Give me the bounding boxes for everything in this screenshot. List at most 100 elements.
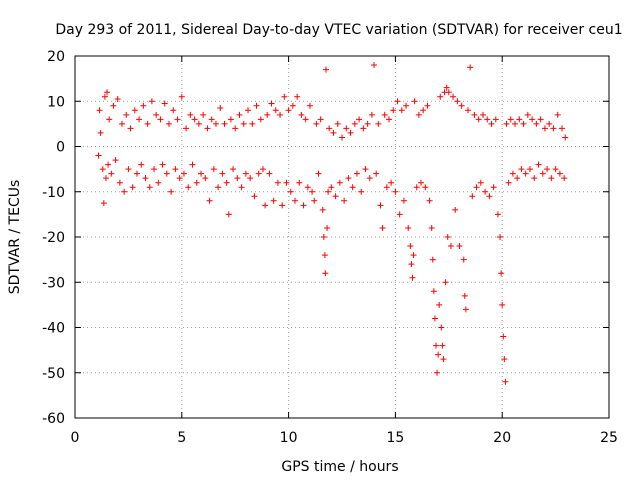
data-point [505,179,512,186]
data-point [561,175,568,182]
data-point [144,120,151,127]
data-point [554,111,561,118]
data-point [234,175,241,182]
data-point [371,62,378,69]
axis-ticks: 0 5 10 15 20 25 -60 -50 -40 -30 -20 -10 0 10 20 [42,49,618,446]
data-point [142,175,149,182]
data-point [544,166,551,173]
data-point [409,274,416,281]
data-point [266,170,273,177]
data-point [227,116,234,123]
data-point [390,107,397,114]
data-point [225,211,232,218]
data-point [366,175,373,182]
data-point [497,234,504,240]
x-tick-label: 0 [71,430,80,446]
data-point [473,184,480,191]
data-point [445,89,452,96]
data-point [174,116,181,123]
data-point [482,188,489,195]
data-point [176,175,183,182]
data-point [230,166,237,173]
data-point [127,125,134,132]
data-point [518,166,525,173]
data-point [274,179,281,186]
data-point [255,170,262,177]
y-tick-label: -20 [42,230,65,246]
data-point [114,95,121,102]
data-point [475,116,482,123]
data-point [385,116,392,123]
data-point [101,93,108,100]
data-point [157,116,164,123]
y-tick-label: 10 [47,94,65,110]
data-point [405,224,412,231]
data-point [443,84,450,91]
data-point [435,351,442,358]
data-point [180,170,187,177]
data-point [104,89,111,96]
x-axis-label: GPS time / hours [281,459,398,475]
y-tick-label: -50 [42,366,65,382]
data-point [467,64,474,71]
data-point [287,188,294,195]
data-point [345,175,352,182]
data-point [488,120,495,127]
data-point [458,102,465,109]
data-point [95,152,102,159]
data-point [251,193,258,200]
data-point [110,102,117,109]
data-point [198,170,205,177]
data-point [507,116,514,123]
data-point [304,184,311,191]
data-point [509,170,516,177]
data-point [368,111,375,118]
data-point [189,161,196,168]
x-tick-label: 10 [280,430,298,446]
data-point [232,125,239,132]
data-point [403,102,410,109]
data-point [394,98,401,105]
data-point [484,116,491,123]
data-point [223,179,230,186]
data-point [285,107,292,114]
grid [75,56,609,418]
data-point [200,111,207,118]
data-point [439,342,446,349]
data-point [249,120,256,127]
data-point [108,170,115,177]
data-point [210,166,217,173]
data-point [165,120,172,127]
data-point [529,116,536,123]
data-point [499,301,506,308]
data-point [520,120,527,127]
y-tick-label: -30 [42,275,65,291]
data-point [100,200,107,207]
data-point [537,116,544,123]
data-point [398,107,405,114]
data-point [524,111,531,118]
data-point [424,102,431,109]
data-point [383,184,390,191]
data-point [259,166,266,173]
data-point [471,111,478,118]
data-point [136,116,143,123]
data-point [289,102,296,109]
data-point [309,188,316,195]
data-point [552,166,559,173]
data-point [294,93,301,100]
y-tick-label: -60 [42,411,65,427]
data-point [155,179,162,186]
data-point [516,116,523,123]
data-point [546,120,553,127]
data-point [420,107,427,114]
data-point [436,301,443,308]
data-point [514,175,521,182]
data-point [159,161,166,168]
data-point [343,125,350,132]
data-point [161,100,168,107]
data-point [431,315,438,322]
data-point [325,188,332,195]
data-point [257,116,264,123]
